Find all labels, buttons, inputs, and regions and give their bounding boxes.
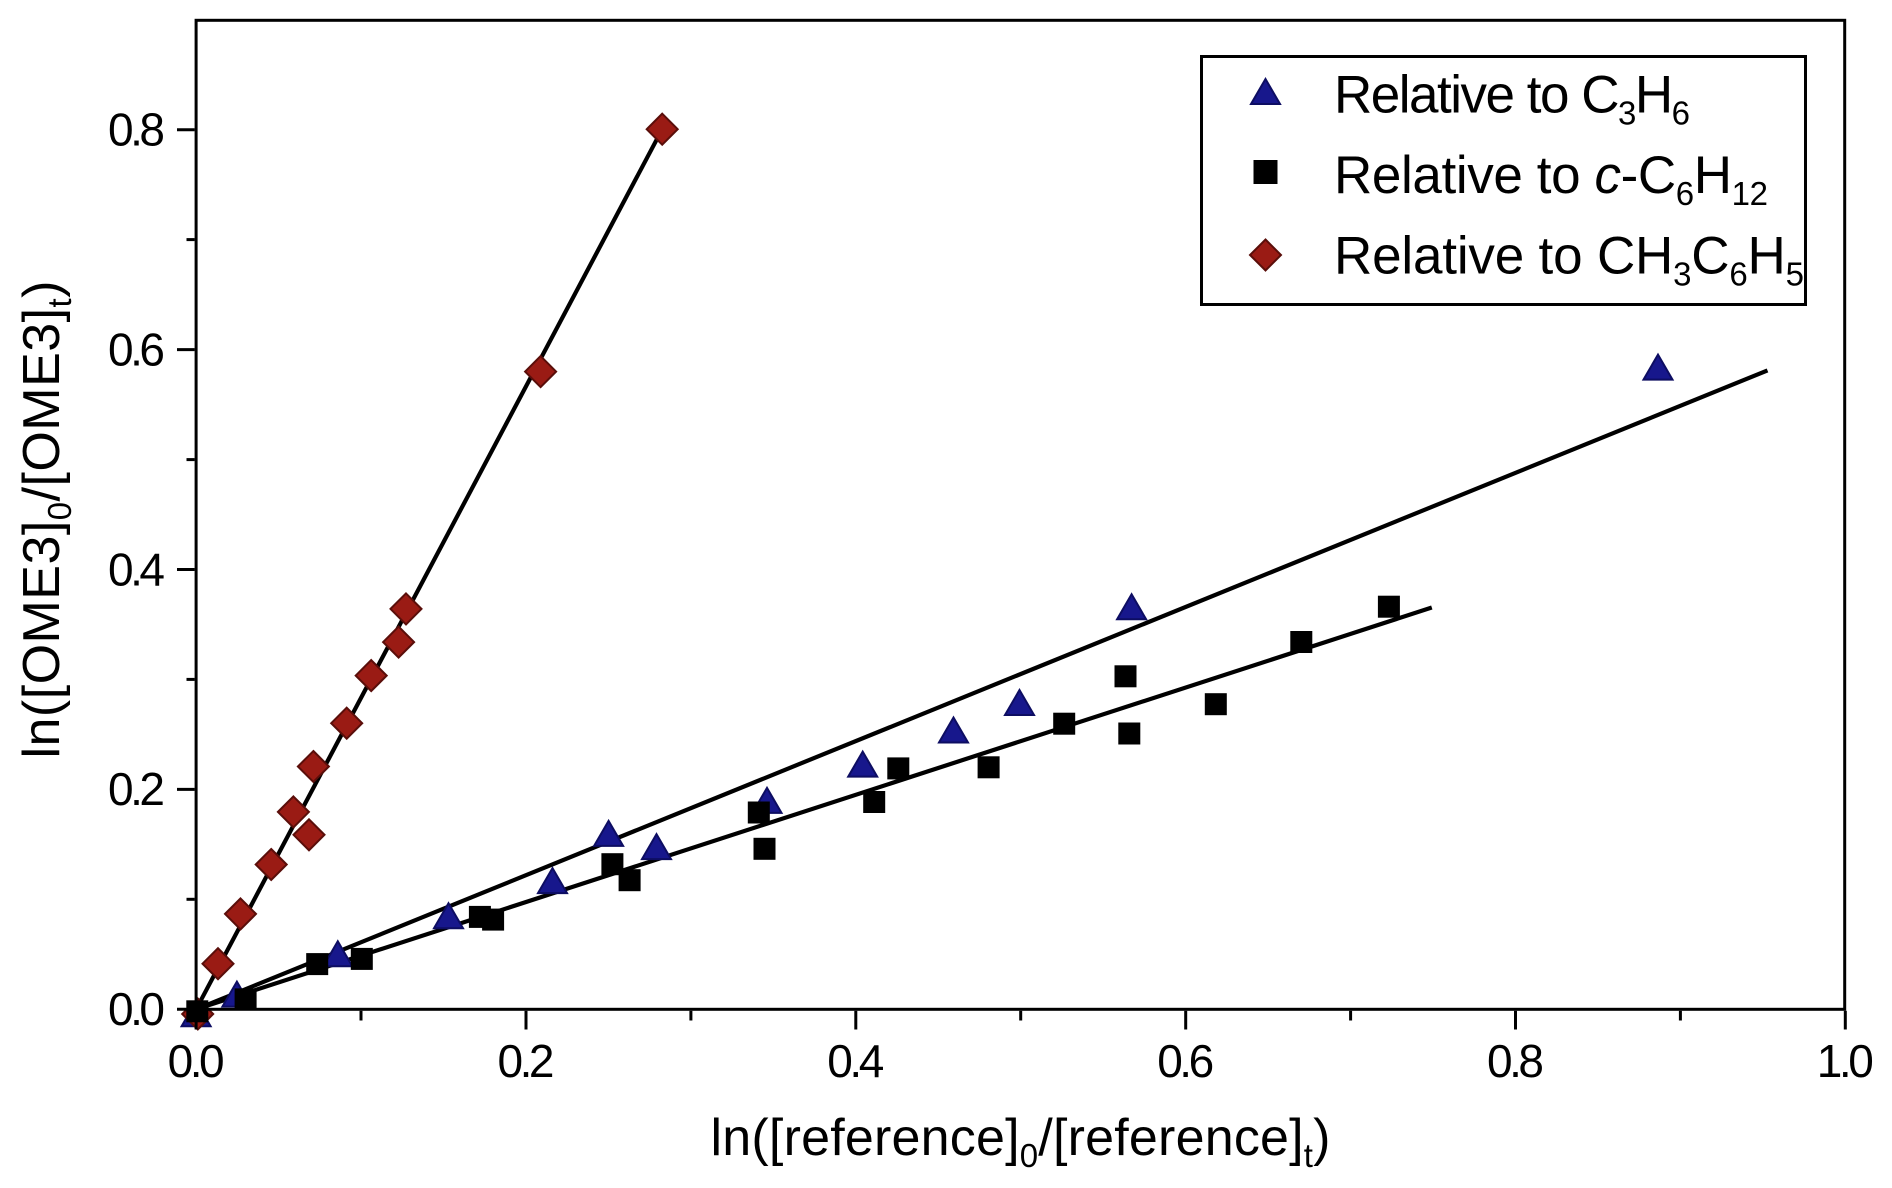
- svg-text:1.0: 1.0: [1817, 1035, 1874, 1087]
- svg-text:Relative to c-C6H12: Relative to c-C6H12: [1334, 146, 1768, 212]
- svg-text:Relative to C3H6: Relative to C3H6: [1334, 66, 1690, 132]
- svg-text:0.0: 0.0: [108, 983, 165, 1035]
- svg-text:0.6: 0.6: [108, 323, 165, 375]
- svg-text:0.8: 0.8: [108, 104, 165, 156]
- svg-text:0.4: 0.4: [108, 543, 165, 595]
- svg-text:0.6: 0.6: [1157, 1035, 1214, 1087]
- svg-text:0.0: 0.0: [168, 1035, 225, 1087]
- svg-text:0.2: 0.2: [108, 763, 165, 815]
- svg-text:0.4: 0.4: [827, 1035, 884, 1087]
- svg-text:ln([OME3]0/[OME3]t): ln([OME3]0/[OME3]t): [13, 281, 78, 759]
- svg-text:Relative to CH3C6H5: Relative to CH3C6H5: [1334, 227, 1804, 293]
- svg-text:0.8: 0.8: [1487, 1035, 1544, 1087]
- svg-text:0.2: 0.2: [498, 1035, 555, 1087]
